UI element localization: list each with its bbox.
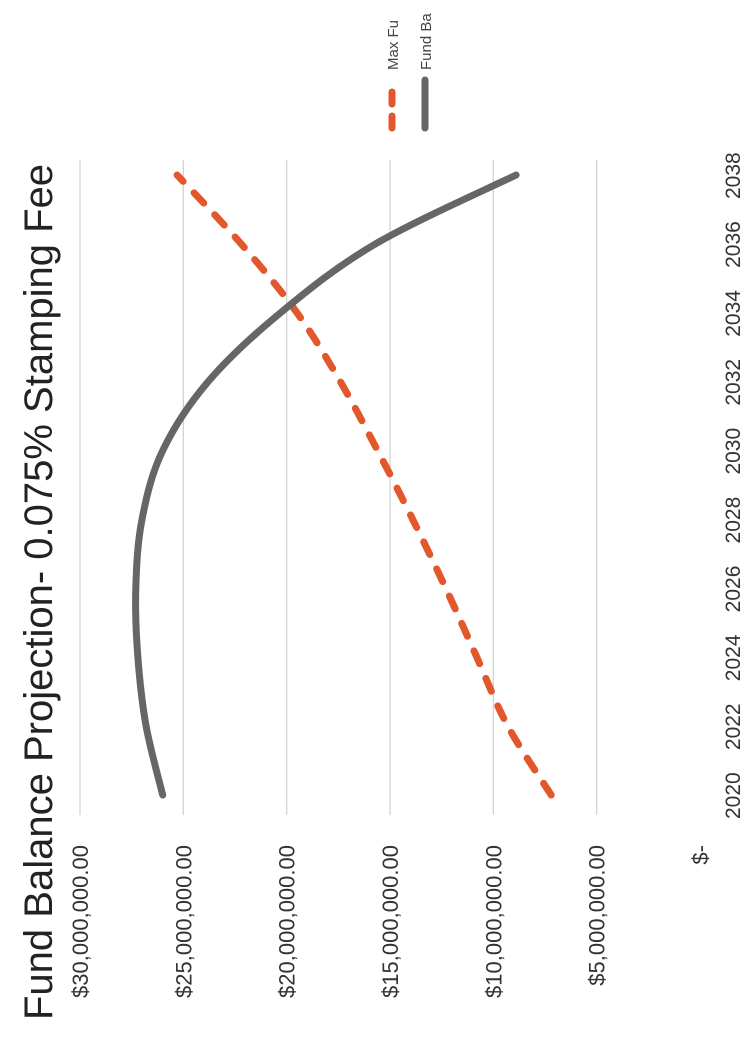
- series-layer: [132, 171, 555, 799]
- x-tick-label: 2036: [722, 221, 745, 268]
- x-tick-label: 2032: [722, 359, 745, 406]
- y-tick-label: $5,000,000.00: [585, 845, 610, 986]
- x-tick-label: 2030: [722, 428, 745, 475]
- legend-label: Fund Ba: [418, 13, 435, 70]
- legend-label: Max Fu: [385, 20, 402, 70]
- series-line-max-fund: [173, 171, 555, 799]
- y-axis-ticks: $- $5,000,000.00 $10,000,000.00 $15,000,000…: [68, 845, 713, 998]
- y-tick-label: $25,000,000.00: [171, 845, 196, 998]
- y-tick-label: $-: [688, 845, 713, 865]
- chart-title: Fund Balance Projection- 0.075% Stamping…: [17, 164, 61, 1020]
- y-tick-label: $30,000,000.00: [68, 845, 93, 998]
- x-tick-label: 2038: [722, 152, 745, 199]
- y-tick-label: $20,000,000.00: [275, 845, 300, 998]
- y-tick-label: $15,000,000.00: [378, 845, 403, 998]
- x-tick-label: 2026: [722, 566, 745, 613]
- legend: Max Fu Fund Ba: [385, 13, 435, 132]
- y-tick-label: $10,000,000.00: [481, 845, 506, 998]
- series-line-fund-balance: [132, 171, 520, 799]
- x-tick-label: 2028: [722, 497, 745, 544]
- x-tick-label: 2024: [722, 634, 745, 681]
- x-tick-label: 2020: [722, 772, 745, 819]
- gridlines: [79, 160, 598, 815]
- x-tick-label: 2022: [722, 703, 745, 750]
- x-axis-ticks: 2020 2022 2024 2026 2028 2030 2032 2034 2036 2038: [722, 152, 745, 819]
- x-tick-label: 2034: [722, 290, 745, 337]
